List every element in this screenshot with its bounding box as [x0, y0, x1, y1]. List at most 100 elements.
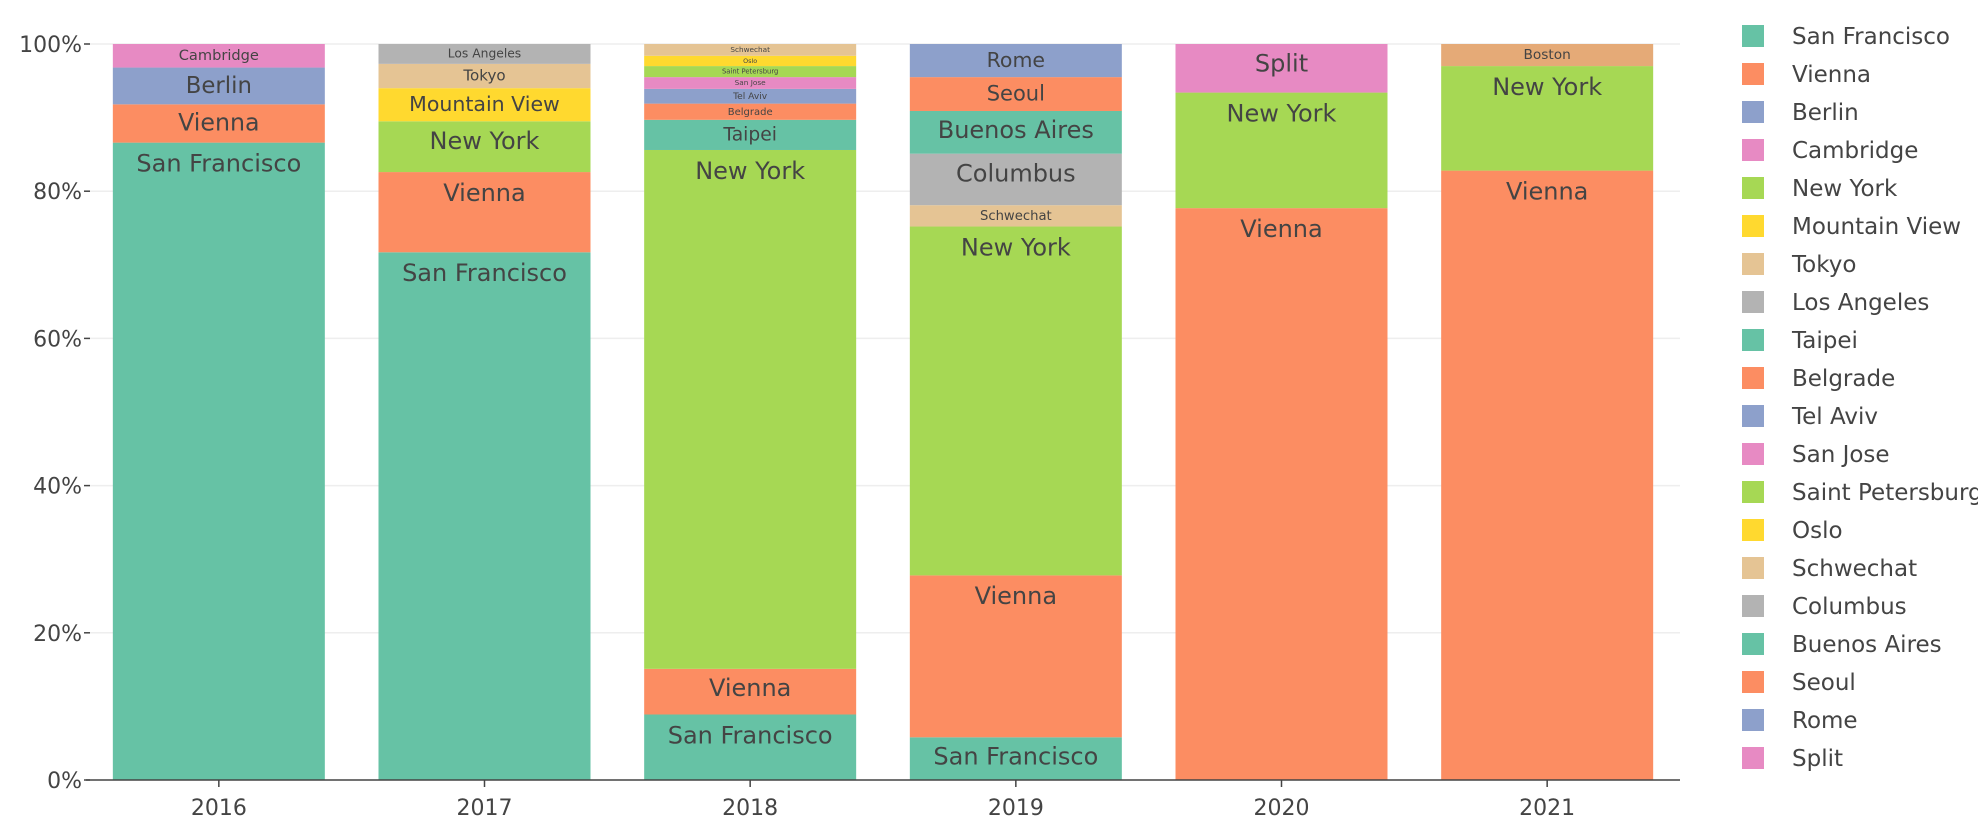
legend-swatch[interactable] — [1742, 253, 1764, 275]
bar-segment[interactable] — [378, 172, 591, 253]
bar-segment-label: Vienna — [1506, 177, 1588, 205]
legend-item-label[interactable]: Buenos Aires — [1792, 632, 1942, 658]
legend-swatch[interactable] — [1742, 519, 1764, 541]
bar-segment[interactable] — [909, 575, 1122, 738]
bar-segment-label: Oslo — [743, 57, 757, 65]
bar-segment-label: Tel Aviv — [732, 92, 768, 102]
bar-segment[interactable] — [909, 226, 1122, 576]
legend-swatch[interactable] — [1742, 443, 1764, 465]
bar-segment-label: San Francisco — [933, 742, 1098, 770]
bar-segment[interactable] — [1441, 66, 1654, 171]
bar-segment[interactable] — [1175, 208, 1388, 781]
legend-swatch[interactable] — [1742, 633, 1764, 655]
legend-item-label[interactable]: San Jose — [1792, 442, 1890, 468]
bar-segment[interactable] — [378, 63, 591, 89]
legend-item-label[interactable]: Saint Petersburg — [1792, 480, 1978, 506]
legend-item-label[interactable]: New York — [1792, 176, 1898, 202]
legend-item-label[interactable]: Mountain View — [1792, 214, 1961, 240]
legend-swatch[interactable] — [1742, 595, 1764, 617]
bar-segment[interactable] — [644, 149, 857, 669]
bar-segment-label: Vienna — [975, 582, 1057, 610]
bar-segment[interactable] — [644, 44, 857, 56]
bar-segment-label: Taipei — [722, 125, 777, 146]
bar-segment[interactable] — [644, 77, 857, 89]
legend-item-label[interactable]: Berlin — [1792, 100, 1859, 126]
bar-segment-label: New York — [695, 157, 805, 185]
bar-segment-label: Vienna — [1240, 215, 1322, 243]
gridlines — [86, 43, 1680, 634]
legend-swatch[interactable] — [1742, 671, 1764, 693]
x-tick-label: 2021 — [1519, 796, 1575, 821]
legend-swatch[interactable] — [1742, 709, 1764, 731]
bar-segment[interactable] — [644, 66, 857, 78]
bar-segment[interactable] — [378, 88, 591, 122]
legend-swatch[interactable] — [1742, 215, 1764, 237]
legend-item-label[interactable]: Vienna — [1792, 62, 1871, 88]
legend-item-label[interactable]: Seoul — [1792, 670, 1856, 696]
y-tick-label: 100% — [19, 33, 82, 58]
bar-segment-label: New York — [1492, 73, 1602, 101]
legend-item-label[interactable]: Belgrade — [1792, 366, 1895, 392]
bar-segment[interactable] — [644, 55, 857, 67]
legend-item-label[interactable]: Schwechat — [1792, 556, 1917, 582]
legend-item-label[interactable]: Tokyo — [1791, 252, 1856, 278]
bar-segment-label: Berlin — [186, 73, 252, 99]
legend-swatch[interactable] — [1742, 291, 1764, 313]
legend-item-label[interactable]: Oslo — [1792, 518, 1843, 544]
bar-segment[interactable] — [1441, 44, 1654, 67]
bar-segment[interactable] — [909, 77, 1122, 111]
legend-item-label[interactable]: Tel Aviv — [1791, 404, 1878, 430]
legend-swatch[interactable] — [1742, 747, 1764, 769]
bar-segment[interactable] — [909, 44, 1122, 78]
bar-segment-label: New York — [1227, 99, 1337, 127]
legend[interactable]: San Francisco Vienna Berlin Cambridge New Yo… — [1742, 24, 1978, 772]
legend-swatch[interactable] — [1742, 101, 1764, 123]
bar-segment[interactable] — [1441, 170, 1654, 781]
bar-segment[interactable] — [909, 110, 1122, 154]
bar-segment-label: Cambridge — [179, 47, 259, 64]
legend-item-label[interactable]: Taipei — [1791, 328, 1858, 354]
y-tick-label: 0% — [47, 769, 82, 794]
x-tick-label: 2020 — [1254, 796, 1310, 821]
bar-segment[interactable] — [378, 121, 591, 173]
bar-segment[interactable] — [644, 714, 857, 780]
bar-segment[interactable] — [112, 44, 325, 68]
legend-item-label[interactable]: San Francisco — [1792, 24, 1950, 50]
legend-item-label[interactable]: Cambridge — [1792, 138, 1918, 164]
y-tick-label: 60% — [33, 327, 82, 352]
x-tick-label: 2017 — [457, 796, 513, 821]
legend-swatch[interactable] — [1742, 25, 1764, 47]
bar-segment-label: Vienna — [443, 179, 525, 207]
legend-swatch[interactable] — [1742, 557, 1764, 579]
bars: San Francisco Vienna Berlin Cambridge San Fr… — [112, 44, 1654, 781]
bar-segment[interactable] — [1175, 44, 1388, 93]
legend-swatch[interactable] — [1742, 177, 1764, 199]
legend-swatch[interactable] — [1742, 481, 1764, 503]
bar-segment[interactable] — [1175, 92, 1388, 209]
legend-swatch[interactable] — [1742, 139, 1764, 161]
legend-swatch[interactable] — [1742, 63, 1764, 85]
bar-segment[interactable] — [644, 88, 857, 104]
bar-segment[interactable] — [909, 153, 1122, 206]
bar-segment[interactable] — [644, 119, 857, 150]
bar-segment-label: New York — [430, 127, 540, 155]
legend-item-label[interactable]: Rome — [1792, 708, 1858, 734]
bar-segment[interactable] — [909, 205, 1122, 227]
bar-segment[interactable] — [378, 252, 591, 781]
bar-segment[interactable] — [112, 142, 325, 780]
bar-segment[interactable] — [644, 103, 857, 120]
legend-item-label[interactable]: Split — [1792, 746, 1843, 772]
legend-item-label[interactable]: Los Angeles — [1792, 290, 1929, 316]
bar-segment-label: Buenos Aires — [938, 116, 1094, 144]
legend-swatch[interactable] — [1742, 367, 1764, 389]
bar-segment[interactable] — [909, 737, 1122, 780]
bar-segment[interactable] — [378, 44, 591, 64]
legend-swatch[interactable] — [1742, 329, 1764, 351]
legend-item-label[interactable]: Columbus — [1792, 594, 1907, 620]
bar-segment[interactable] — [112, 67, 325, 105]
bar-segment[interactable] — [644, 668, 857, 715]
legend-swatch[interactable] — [1742, 405, 1764, 427]
bar-segment[interactable] — [112, 104, 325, 143]
